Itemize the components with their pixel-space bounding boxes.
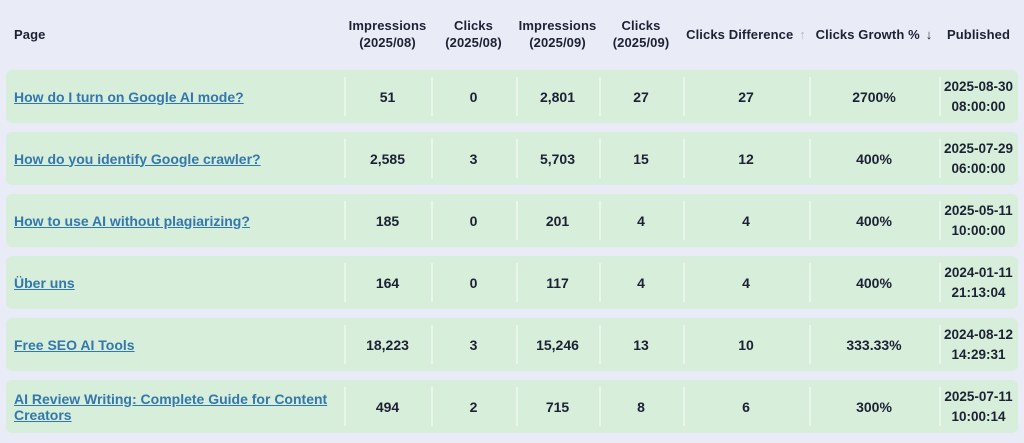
column-header-clicks-2025-08: Clicks (2025/08)	[445, 18, 502, 50]
clicks-2025-08-cell: 2	[431, 380, 516, 433]
sort-descending-icon[interactable]: ↓	[925, 26, 933, 42]
impressions-2025-08-cell: 51	[344, 70, 431, 123]
page-cell: Free SEO AI Tools	[6, 318, 344, 371]
impressions-2025-08-cell: 185	[344, 194, 431, 247]
clicks-2025-08-cell: 3	[431, 132, 516, 185]
column-header-clicks-difference-label: Clicks Difference	[686, 26, 794, 42]
page-cell: AI Review Writing: Complete Guide for Co…	[6, 380, 344, 433]
clicks-growth-cell: 400%	[809, 194, 939, 247]
impressions-2025-09-cell: 715	[516, 380, 599, 433]
clicks-difference-cell: 6	[683, 380, 809, 433]
page-link[interactable]: AI Review Writing: Complete Guide for Co…	[14, 390, 328, 423]
pages-performance-table: Page Impressions (2025/08) Clicks (2025/…	[6, 0, 1018, 433]
sort-ascending-icon[interactable]: ↑	[799, 26, 806, 42]
page-cell: How do I turn on Google AI mode?	[6, 70, 344, 123]
table-row: AI Review Writing: Complete Guide for Co…	[6, 380, 1018, 433]
column-header-clicks-growth-label: Clicks Growth %	[815, 26, 920, 42]
impressions-2025-09-cell: 5,703	[516, 132, 599, 185]
clicks-2025-09-cell: 4	[599, 194, 683, 247]
published-cell: 2025-05-11 10:00:00	[939, 194, 1018, 247]
impressions-2025-09-cell: 201	[516, 194, 599, 247]
column-header-clicks-difference[interactable]: Clicks Difference ↑	[683, 10, 809, 61]
table-row: Free SEO AI Tools 18,223 3 15,246 13 10 …	[6, 318, 1018, 371]
impressions-2025-08-cell: 2,585	[344, 132, 431, 185]
impressions-2025-08-cell: 164	[344, 256, 431, 309]
impressions-2025-09-cell: 15,246	[516, 318, 599, 371]
table-row: How to use AI without plagiarizing? 185 …	[6, 194, 1018, 247]
clicks-difference-cell: 10	[683, 318, 809, 371]
clicks-growth-cell: 400%	[809, 256, 939, 309]
clicks-2025-08-cell: 3	[431, 318, 516, 371]
column-header-page: Page	[14, 26, 46, 42]
table-row: Über uns 164 0 117 4 4 400% 2024-01-11 2…	[6, 256, 1018, 309]
clicks-difference-cell: 4	[683, 256, 809, 309]
column-header-published: Published	[946, 26, 1011, 42]
clicks-difference-cell: 12	[683, 132, 809, 185]
clicks-growth-cell: 333.33%	[809, 318, 939, 371]
clicks-2025-09-cell: 27	[599, 70, 683, 123]
page-link[interactable]: Free SEO AI Tools	[14, 336, 135, 353]
impressions-2025-08-cell: 494	[344, 380, 431, 433]
column-header-impressions-2025-08: Impressions (2025/08)	[348, 18, 427, 50]
page-link[interactable]: How do you identify Google crawler?	[14, 150, 261, 167]
published-cell: 2024-01-11 21:13:04	[939, 256, 1018, 309]
clicks-difference-cell: 4	[683, 194, 809, 247]
impressions-2025-09-cell: 2,801	[516, 70, 599, 123]
table-row: How do I turn on Google AI mode? 51 0 2,…	[6, 70, 1018, 123]
column-header-impressions-2025-09: Impressions (2025/09)	[518, 18, 597, 50]
published-cell: 2025-07-29 06:00:00	[939, 132, 1018, 185]
table-row: How do you identify Google crawler? 2,58…	[6, 132, 1018, 185]
impressions-2025-08-cell: 18,223	[344, 318, 431, 371]
clicks-growth-cell: 300%	[809, 380, 939, 433]
table-header-row: Page Impressions (2025/08) Clicks (2025/…	[6, 0, 1018, 70]
column-header-clicks-growth[interactable]: Clicks Growth % ↓	[809, 10, 939, 61]
published-cell: 2025-08-30 08:00:00	[939, 70, 1018, 123]
column-header-clicks-2025-09: Clicks (2025/09)	[612, 18, 670, 50]
clicks-2025-08-cell: 0	[431, 256, 516, 309]
published-cell: 2024-08-12 14:29:31	[939, 318, 1018, 371]
clicks-2025-08-cell: 0	[431, 194, 516, 247]
clicks-2025-09-cell: 8	[599, 380, 683, 433]
page-link[interactable]: How do I turn on Google AI mode?	[14, 88, 244, 105]
clicks-2025-09-cell: 4	[599, 256, 683, 309]
clicks-2025-09-cell: 13	[599, 318, 683, 371]
page-cell: How do you identify Google crawler?	[6, 132, 344, 185]
clicks-2025-09-cell: 15	[599, 132, 683, 185]
page-cell: How to use AI without plagiarizing?	[6, 194, 344, 247]
clicks-growth-cell: 2700%	[809, 70, 939, 123]
page-link[interactable]: Über uns	[14, 274, 75, 291]
impressions-2025-09-cell: 117	[516, 256, 599, 309]
clicks-2025-08-cell: 0	[431, 70, 516, 123]
published-cell: 2025-07-11 10:00:14	[939, 380, 1018, 433]
clicks-difference-cell: 27	[683, 70, 809, 123]
page-cell: Über uns	[6, 256, 344, 309]
page-link[interactable]: How to use AI without plagiarizing?	[14, 212, 250, 229]
clicks-growth-cell: 400%	[809, 132, 939, 185]
